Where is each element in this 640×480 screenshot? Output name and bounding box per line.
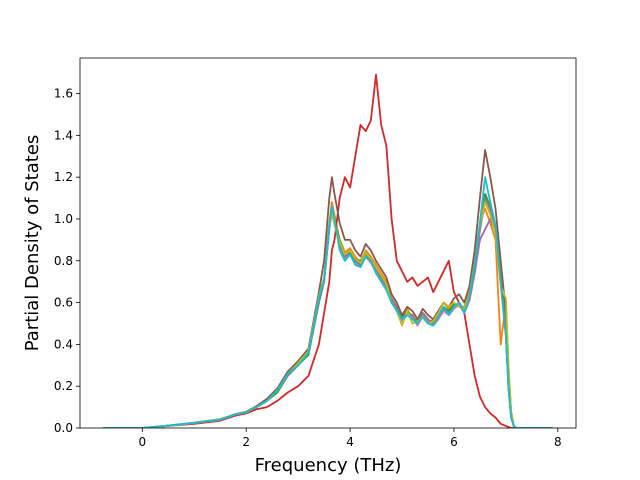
series-line-4 bbox=[103, 73, 553, 428]
y-tick-label: 0.8 bbox=[54, 254, 73, 268]
y-tick-label: 0.0 bbox=[54, 421, 73, 435]
x-axis-ticks: 0 2 4 6 8 bbox=[139, 428, 562, 449]
x-axis-label: Frequency (THz) bbox=[255, 455, 402, 476]
y-axis-label: Partial Density of States bbox=[22, 135, 43, 352]
x-tick-label: 8 bbox=[554, 435, 562, 449]
y-tick-label: 0.4 bbox=[54, 337, 73, 351]
y-axis-ticks: 0.0 0.2 0.4 0.6 0.8 1.0 1.2 1.4 1.6 bbox=[54, 87, 80, 435]
y-tick-label: 0.6 bbox=[54, 296, 73, 310]
y-tick-label: 1.2 bbox=[54, 170, 73, 184]
series-line-6 bbox=[103, 149, 553, 428]
x-tick-label: 2 bbox=[242, 435, 250, 449]
y-tick-label: 0.2 bbox=[54, 379, 73, 393]
series-line-10 bbox=[103, 176, 553, 428]
x-tick-label: 4 bbox=[346, 435, 354, 449]
x-tick-label: 0 bbox=[139, 435, 147, 449]
y-tick-label: 1.4 bbox=[54, 128, 73, 142]
plot-frame bbox=[79, 57, 577, 429]
series-layer bbox=[103, 73, 553, 428]
y-tick-label: 1.0 bbox=[54, 212, 73, 226]
y-tick-label: 1.6 bbox=[54, 87, 73, 101]
x-tick-label: 6 bbox=[450, 435, 458, 449]
